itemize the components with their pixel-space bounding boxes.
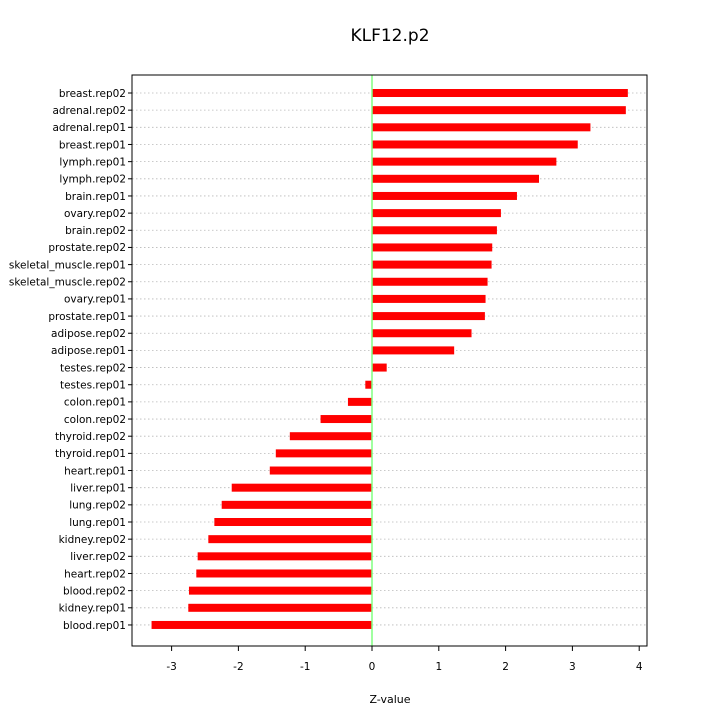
bar [196, 569, 372, 578]
category-label: ovary.rep01 [64, 294, 126, 306]
category-label: adipose.rep01 [51, 345, 126, 357]
bar [365, 380, 372, 389]
category-label: brain.rep02 [65, 225, 126, 237]
bar [372, 226, 497, 235]
category-label: testes.rep02 [60, 362, 126, 374]
category-label: prostate.rep02 [48, 242, 126, 254]
category-label: lung.rep01 [69, 517, 126, 529]
category-label: colon.rep01 [64, 397, 126, 409]
bar [188, 603, 372, 612]
category-label: lymph.rep02 [59, 174, 126, 186]
category-label: lymph.rep01 [59, 156, 126, 168]
x-tick-label: 2 [502, 661, 509, 673]
bar [372, 106, 626, 115]
category-label: breast.rep01 [59, 139, 126, 151]
bar [214, 518, 372, 526]
bar [372, 260, 492, 269]
bar [372, 277, 488, 286]
x-tick-label: 3 [569, 661, 576, 673]
category-label: skeletal_muscle.rep02 [9, 277, 126, 289]
category-label: heart.rep02 [64, 568, 126, 580]
x-axis-label: Z-value [369, 693, 410, 706]
x-axis: -3 -2 -1 0 1 2 3 4 [166, 646, 643, 673]
category-label: ovary.rep02 [64, 208, 126, 220]
category-label: adrenal.rep01 [52, 122, 126, 134]
bar [289, 432, 372, 441]
bar [372, 123, 591, 132]
category-label: thyroid.rep01 [55, 448, 126, 460]
bar [221, 500, 372, 509]
category-label: brain.rep01 [65, 191, 126, 203]
category-label: breast.rep02 [59, 88, 126, 100]
category-label: kidney.rep02 [59, 534, 126, 546]
x-tick-label: -1 [300, 661, 310, 673]
bar [372, 329, 472, 338]
category-label: adipose.rep02 [51, 328, 126, 340]
category-label: skeletal_muscle.rep01 [9, 259, 126, 271]
bar [347, 397, 372, 406]
grid-lines [132, 92, 647, 626]
category-label: blood.rep02 [63, 585, 126, 597]
x-tick-label: 4 [636, 661, 643, 673]
category-label: liver.rep01 [70, 482, 126, 494]
x-tick-label: 1 [435, 661, 442, 673]
bar [320, 415, 372, 424]
bar [269, 466, 372, 475]
bar [231, 483, 372, 492]
category-label: colon.rep02 [64, 414, 126, 426]
bar [372, 363, 387, 372]
bar [372, 157, 557, 166]
category-label: heart.rep01 [64, 465, 126, 477]
bar [275, 449, 372, 458]
bar [372, 243, 493, 252]
bar [197, 552, 372, 561]
category-label: lung.rep02 [69, 500, 126, 512]
bar [372, 89, 628, 97]
x-tick-label: -3 [166, 661, 176, 673]
bars [151, 89, 628, 629]
bar [372, 346, 455, 355]
x-tick-label: 0 [369, 661, 376, 673]
category-label: liver.rep02 [70, 551, 126, 563]
bar [372, 209, 501, 218]
category-label: thyroid.rep02 [55, 431, 126, 443]
bar [208, 535, 372, 544]
category-label: adrenal.rep02 [52, 105, 126, 117]
bar [372, 294, 486, 303]
plot-frame [131, 74, 648, 647]
bar [372, 191, 517, 200]
chart-title: KLF12.p2 [350, 26, 429, 46]
category-label: blood.rep01 [63, 620, 126, 632]
category-label: testes.rep01 [60, 380, 126, 392]
bar [372, 140, 578, 149]
bar [151, 620, 372, 629]
category-label: prostate.rep01 [48, 311, 126, 323]
bar [188, 586, 372, 595]
bar [372, 174, 539, 183]
bar [372, 312, 485, 321]
category-label: kidney.rep01 [59, 603, 126, 615]
category-labels: breast.rep02 adrenal.rep02 adrenal.rep01 br… [9, 88, 132, 632]
x-tick-label: -2 [233, 661, 243, 673]
